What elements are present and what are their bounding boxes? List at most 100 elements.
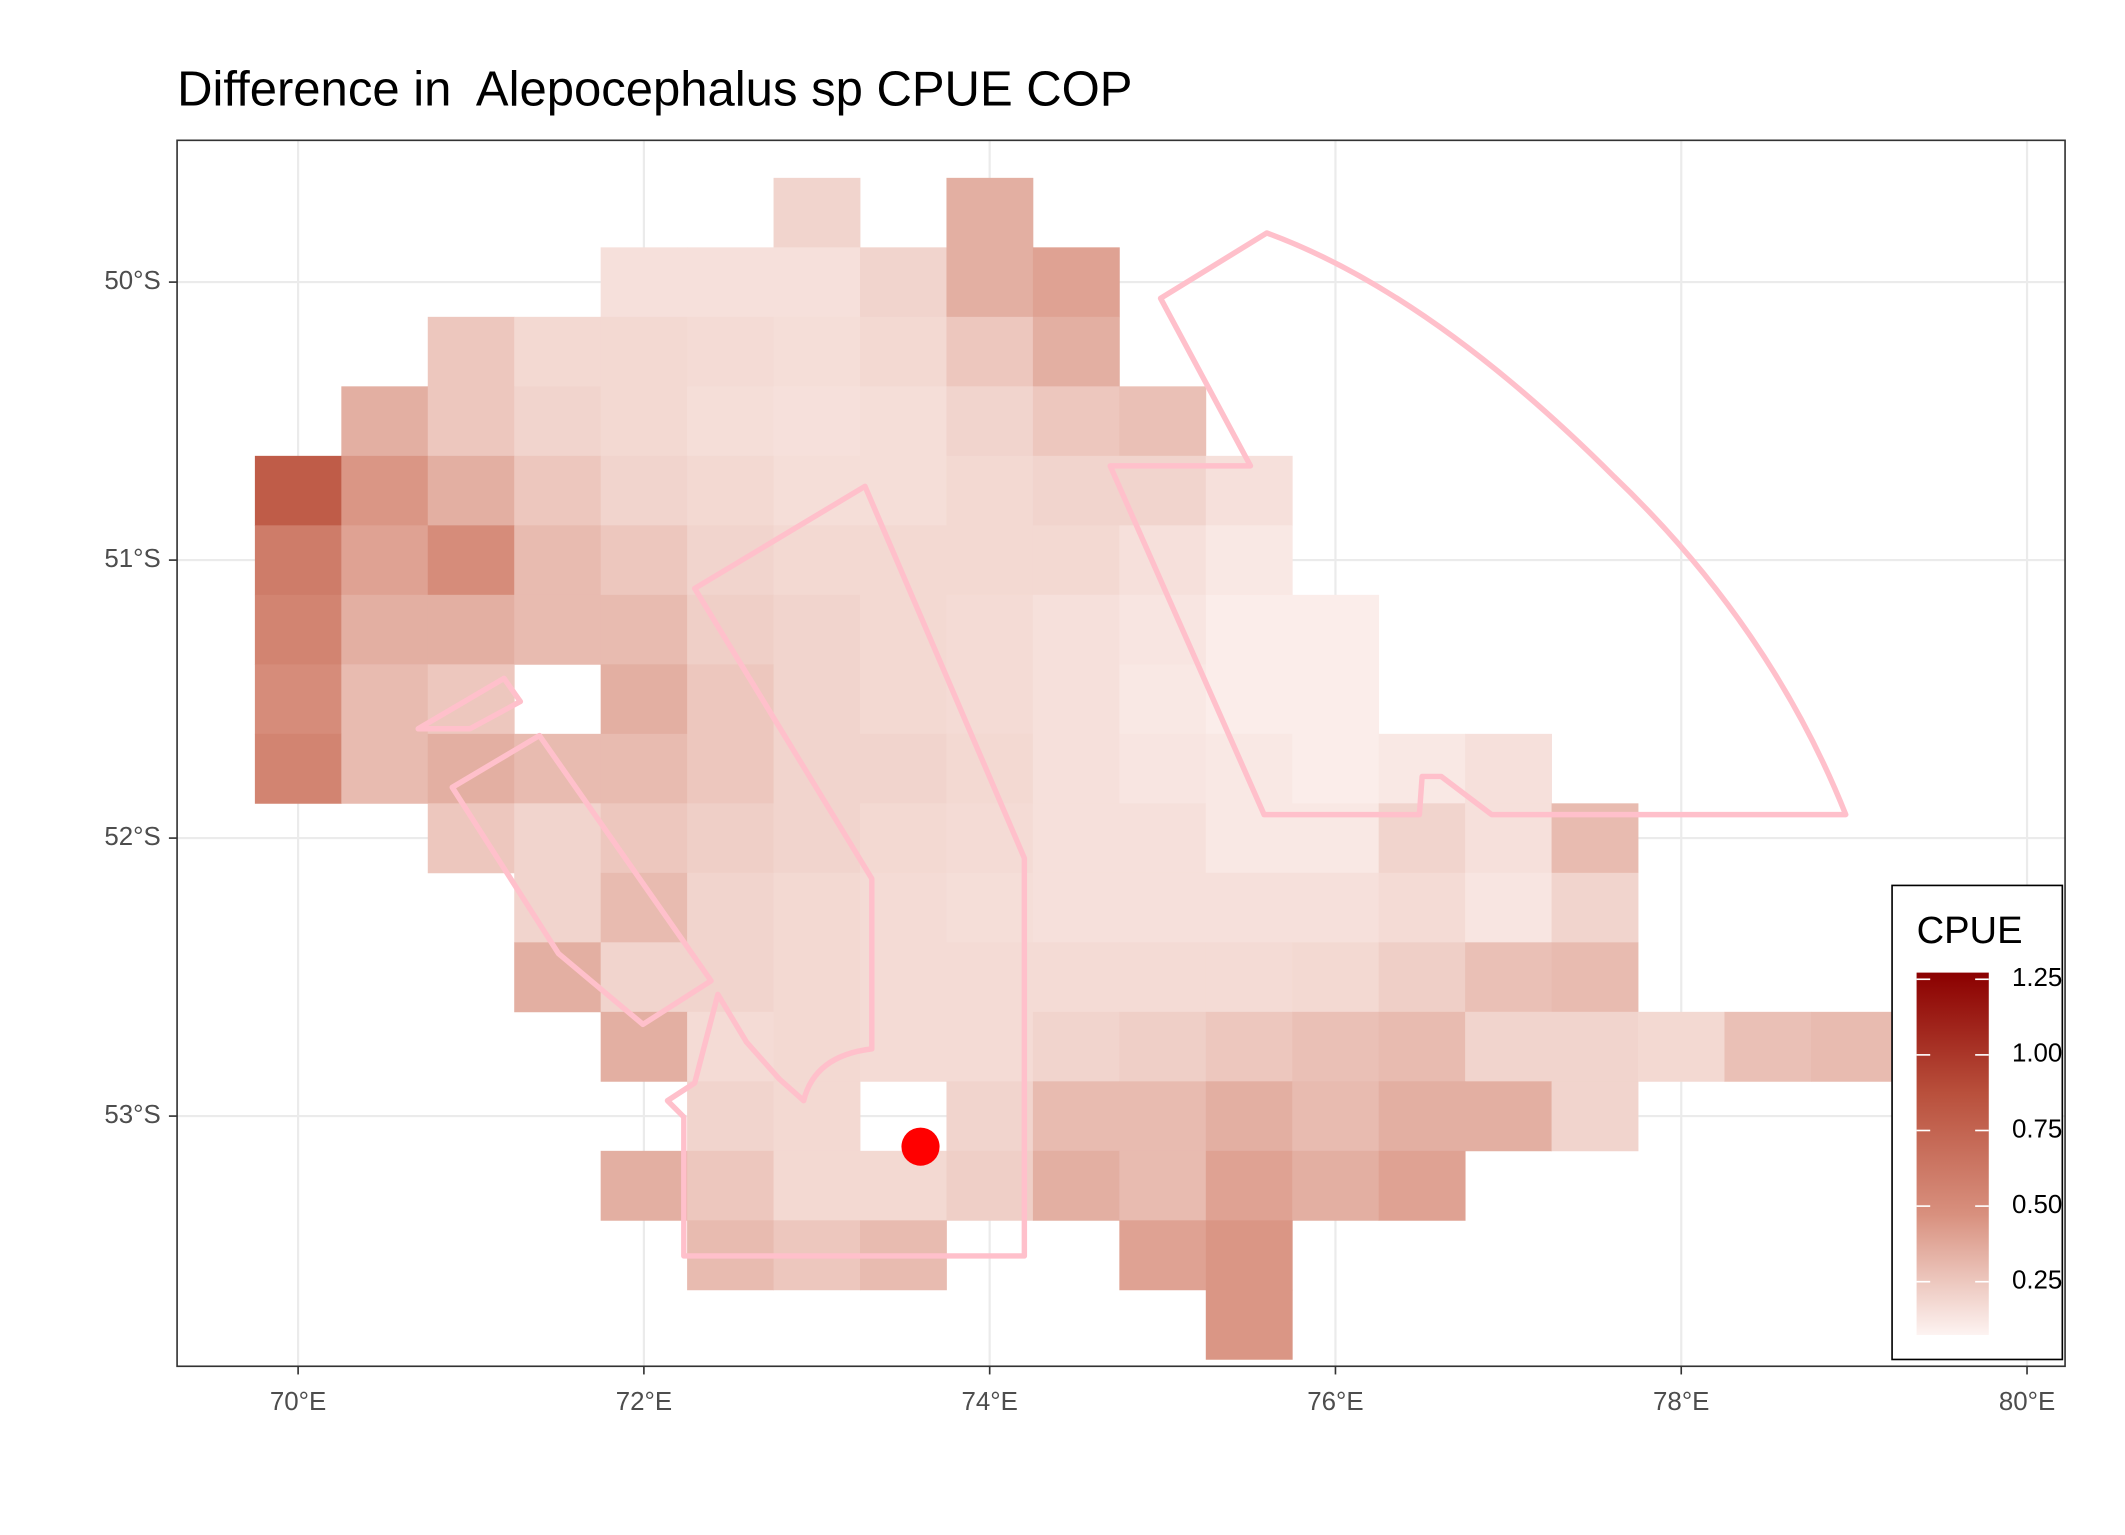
cell [860, 455, 947, 526]
cell [427, 316, 515, 387]
cell [1119, 386, 1207, 457]
cell [946, 803, 1034, 874]
cell [946, 1081, 1034, 1152]
cell [1032, 664, 1120, 735]
y-tick-label: 51°S [104, 545, 160, 573]
cell [1032, 1150, 1120, 1221]
cell [1205, 594, 1293, 665]
cell [946, 177, 1034, 248]
cell [946, 872, 1034, 943]
cell [687, 594, 774, 665]
cell [1465, 1011, 1552, 1082]
cell [514, 316, 602, 387]
cell [773, 872, 861, 943]
cell [1032, 1081, 1120, 1152]
cell [773, 247, 861, 318]
cell [1378, 1150, 1466, 1221]
x-tick-label: 74°E [961, 1388, 1017, 1416]
cell [600, 1150, 688, 1221]
cell [1119, 1220, 1207, 1291]
cell [600, 733, 688, 804]
cell [773, 594, 861, 665]
cell [427, 594, 515, 665]
cell [946, 386, 1034, 457]
cell [860, 594, 947, 665]
cell [1032, 942, 1120, 1013]
x-tick-label: 76°E [1307, 1388, 1363, 1416]
cell [514, 525, 602, 596]
cell [600, 247, 688, 318]
cell [1205, 942, 1293, 1013]
cell [1465, 942, 1552, 1013]
cell [1032, 455, 1120, 526]
cell [773, 1150, 861, 1221]
cell [1032, 386, 1120, 457]
cell [1119, 942, 1207, 1013]
cell [1465, 733, 1552, 804]
cell [860, 247, 947, 318]
cell [254, 664, 342, 735]
cell [946, 247, 1034, 318]
legend-label: 0.50 [2012, 1191, 2062, 1219]
x-tick-label: 70°E [270, 1388, 326, 1416]
cell [946, 316, 1034, 387]
area-boundary [415, 675, 524, 732]
cell [600, 386, 688, 457]
legend-label: 1.00 [2012, 1040, 2062, 1068]
x-tick-label: 80°E [1999, 1388, 2055, 1416]
y-tick-label: 52°S [104, 823, 160, 851]
cell [946, 525, 1034, 596]
cell [1465, 1081, 1552, 1152]
cell [427, 525, 515, 596]
cell [773, 942, 861, 1013]
cell [1119, 1081, 1207, 1152]
cell [1205, 1150, 1293, 1221]
cell [1119, 872, 1207, 943]
cell [514, 594, 602, 665]
cell [687, 872, 774, 943]
cell [514, 386, 602, 457]
cell [687, 803, 774, 874]
chart-title: Difference in Alepocephalus sp CPUE COP [177, 63, 1132, 117]
cell [1292, 594, 1380, 665]
x-tick-label: 78°E [1653, 1388, 1709, 1416]
cell [254, 733, 342, 804]
cell [1292, 1081, 1380, 1152]
legend-title: CPUE [1917, 909, 2023, 952]
cell [1032, 1011, 1120, 1082]
cell [946, 942, 1034, 1013]
point [901, 1127, 940, 1166]
y-tick-label: 50°S [104, 267, 160, 295]
cell [1551, 1011, 1639, 1082]
cell [1032, 525, 1120, 596]
cell [687, 1150, 774, 1221]
cell [1378, 1011, 1466, 1082]
cell [946, 594, 1034, 665]
cell [341, 525, 429, 596]
area-boundary [449, 732, 714, 1028]
cell [254, 525, 342, 596]
raster [254, 177, 1898, 1360]
cell [514, 455, 602, 526]
cell [1378, 942, 1466, 1013]
overlay [901, 1127, 940, 1166]
cell [600, 664, 688, 735]
cell [1205, 1289, 1293, 1360]
cell [1378, 872, 1466, 943]
cell [1292, 872, 1380, 943]
cell [1032, 247, 1120, 318]
cell [1119, 803, 1207, 874]
cell [1205, 733, 1293, 804]
cell [341, 386, 429, 457]
cell [687, 247, 774, 318]
cell [341, 733, 429, 804]
cell [1032, 316, 1120, 387]
cell [1119, 733, 1207, 804]
legend-label: 1.25 [2012, 964, 2062, 992]
cell [1810, 1011, 1898, 1082]
cell [946, 1150, 1034, 1221]
cell [1638, 1011, 1725, 1082]
cell [1551, 872, 1639, 943]
y-tick-label: 53°S [104, 1101, 160, 1129]
